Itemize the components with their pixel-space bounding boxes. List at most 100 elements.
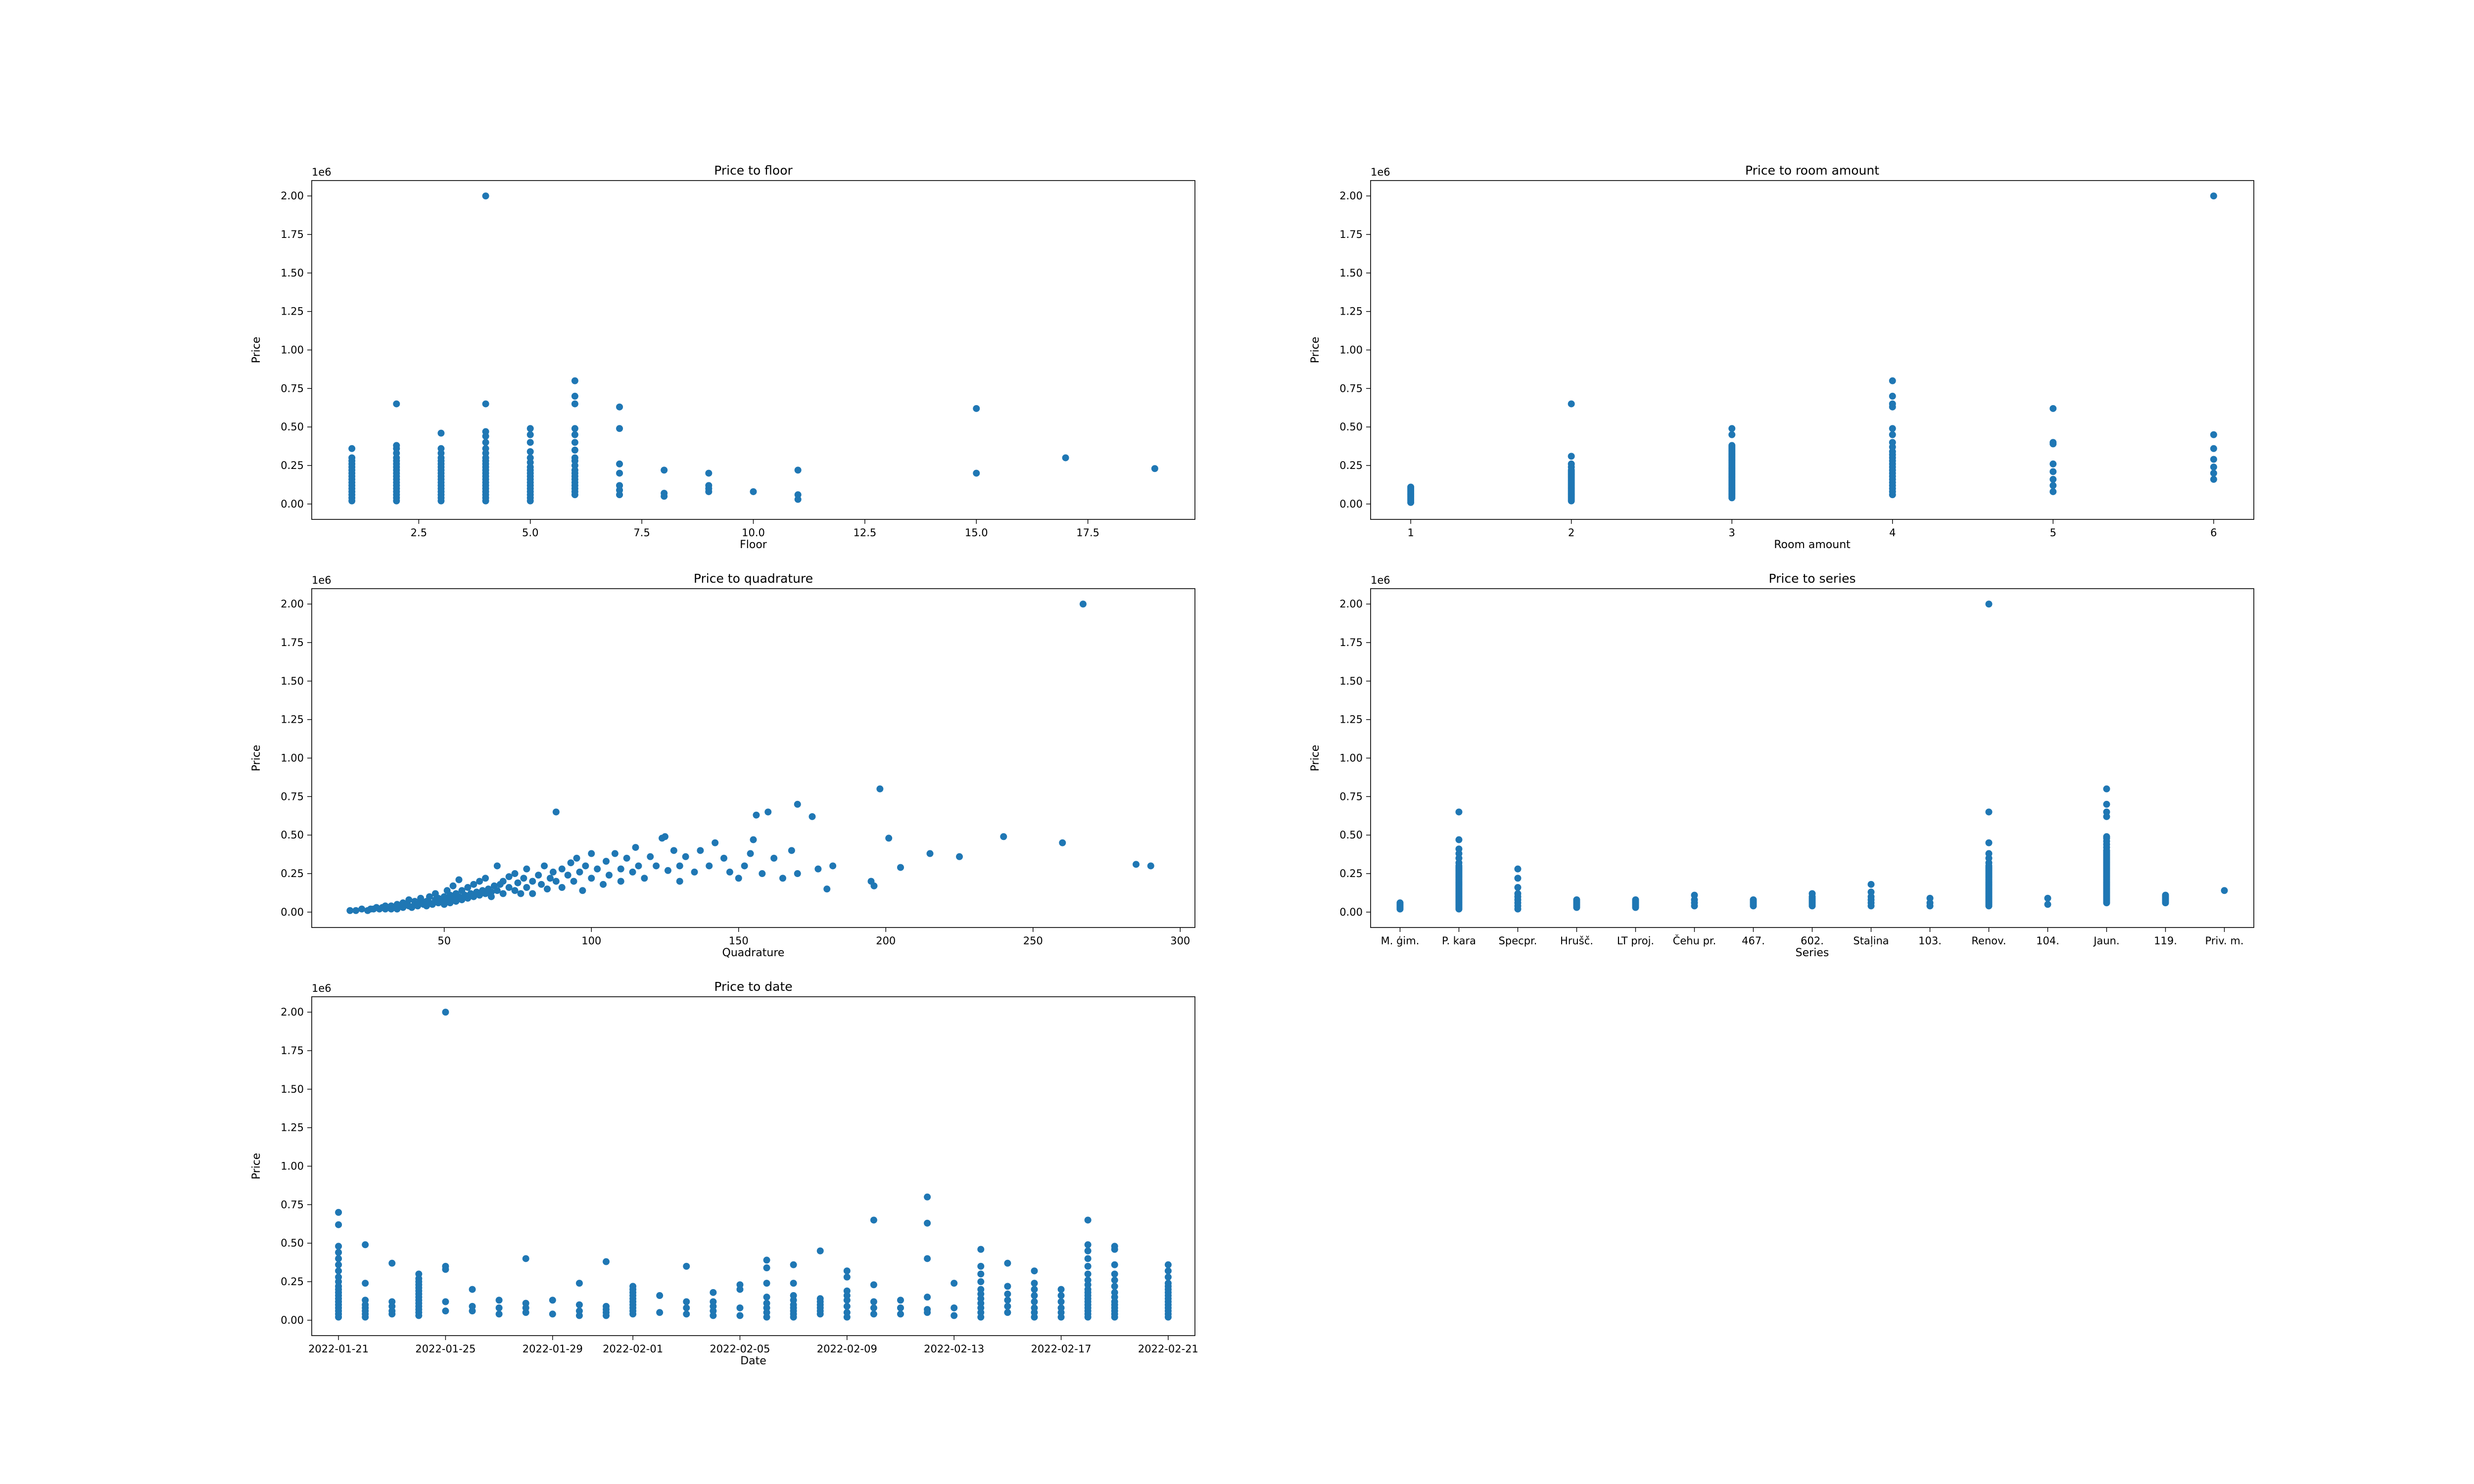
scatter-point [505,873,513,881]
scatter-point [661,466,668,474]
scatter-point [1889,431,1896,438]
x-axis-label: Quadrature [722,947,785,959]
scatter-point [770,854,778,862]
scatter-point [924,1193,931,1201]
y-tick-label: 0.00 [281,1314,304,1326]
scatter-point [1889,439,1896,446]
scatter-point [616,403,623,411]
scatter-point [2049,405,2057,412]
scatter-point [1111,1276,1118,1284]
scatter-point [449,882,457,889]
scatter-point [697,847,704,854]
scatter-point [388,1298,396,1305]
y-tick-label: 0.00 [281,906,304,918]
x-axis-label: Series [1796,947,1829,959]
scatter-point [464,884,472,891]
scatter-point [1084,1216,1092,1224]
scatter-point [1062,454,1069,462]
scatter-point [763,1256,770,1264]
scatter-point [571,431,578,438]
scatter-point [897,864,904,871]
scatter-point [1867,888,1875,896]
scatter-point [549,1310,556,1318]
x-tick-label: 602. [1801,935,1824,947]
y-tick-label: 1.75 [281,1045,304,1057]
scatter-point [523,884,530,891]
scatter-point [529,878,536,885]
scatter-point [885,835,893,842]
y-tick-label: 1.25 [1339,306,1363,318]
scatter-point [924,1255,931,1262]
y-tick-label: 0.50 [281,829,304,841]
scatter-point [1889,392,1896,400]
chart-title: Price to quadrature [694,571,813,586]
scatter-point [520,875,527,882]
scatter-point [617,878,624,885]
scatter-point [763,1280,770,1287]
scatter-point [843,1309,851,1316]
scatter-point [616,482,623,489]
scatter-point [362,1297,369,1304]
scatter-point [736,1312,744,1319]
scatter-point [529,890,536,897]
scatter-point [1084,1247,1092,1254]
scatter-points [1407,192,2217,506]
scatter-point [2162,891,2169,899]
scatter-point [571,425,578,432]
scatter-point [1164,1273,1172,1281]
scatter-point [1568,453,1575,460]
subplot-price-to-series: Price to series 1e6 Series Price 0.00 0.2… [1309,571,2254,959]
scatter-point [437,445,445,452]
scatter-point [535,872,542,879]
y-offset-label: 1e6 [1371,574,1390,586]
axis-ticks: 0.00 0.25 0.50 0.75 1.00 1.25 1.50 1.75 2.00 M. ģ… [1339,598,2243,947]
x-tick-label: 2022-02-13 [924,1343,984,1355]
scatter-point [567,859,574,867]
y-axis-label: Price [250,1153,263,1180]
x-tick-label: 2022-02-21 [1138,1343,1198,1355]
scatter-point [2103,800,2110,808]
scatter-point [816,1247,824,1254]
scatter-point [629,1283,637,1290]
scatter-point [843,1273,851,1281]
scatter-point [1985,808,1993,816]
y-tick-label: 0.25 [1339,868,1363,880]
scatter-point [493,862,501,870]
scatter-point [1728,442,1736,449]
scatter-point [1164,1280,1172,1287]
scatter-point [1728,425,1736,432]
scatter-point [1568,400,1575,408]
x-tick-label: 467. [1742,935,1765,947]
scatter-point [511,887,519,894]
scatter-point [442,1307,449,1315]
y-tick-label: 0.00 [281,498,304,510]
scatter-point [388,1259,396,1267]
scatter-point [495,1304,503,1311]
scatter-point [362,1280,369,1287]
scatter-point [1031,1280,1038,1287]
scatter-point [829,862,837,870]
scatter-point [1004,1283,1011,1290]
scatter-point [629,868,636,876]
scatter-point [788,847,795,854]
scatter-point [616,460,623,467]
scatter-point [482,192,489,200]
scatter-point [1031,1292,1038,1299]
y-offset-label: 1e6 [312,574,332,586]
y-tick-label: 1.50 [281,675,304,687]
scatter-point [523,865,530,873]
scatter-point [794,466,802,474]
scatter-point [335,1273,342,1281]
scatter-point [544,885,551,893]
y-tick-label: 1.50 [281,1083,304,1095]
scatter-point [1031,1304,1038,1311]
scatter-point [790,1292,797,1299]
x-tick-label: 17.5 [1076,527,1099,539]
scatter-point [582,862,589,870]
scatter-point [720,854,727,862]
scatter-point [1396,899,1404,907]
scatter-point [924,1306,931,1313]
scatter-point [511,870,519,878]
scatter-point [455,876,463,883]
y-axis-label: Price [1309,745,1322,772]
